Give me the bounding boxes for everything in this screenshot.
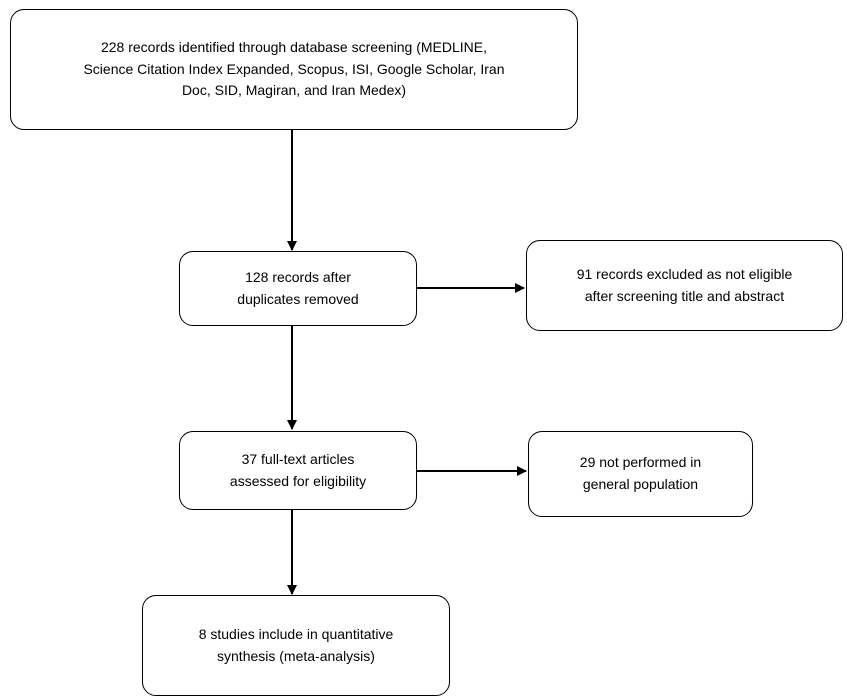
full-text-assessed-box: 37 full-text articles assessed for eligi… xyxy=(179,431,417,510)
duplicates-removed-box: 128 records after duplicates removed xyxy=(179,251,417,326)
records-identified-box: 228 records identified through database … xyxy=(10,9,578,130)
not-general-population-box: 29 not performed in general population xyxy=(528,431,753,517)
studies-included-box: 8 studies include in quantitative synthe… xyxy=(142,595,450,696)
excluded-records-box: 91 records excluded as not eligible afte… xyxy=(526,240,843,331)
